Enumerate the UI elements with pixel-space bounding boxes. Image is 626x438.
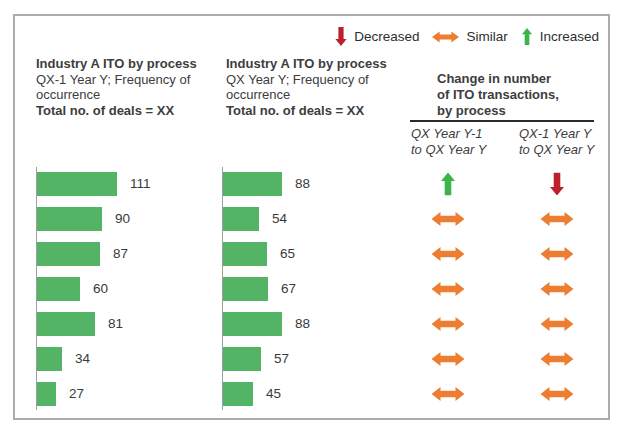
change-arrow-similar-icon	[541, 282, 574, 296]
change-arrow-similar-icon	[541, 212, 574, 226]
change-arrow-similar-icon	[432, 282, 465, 296]
change-arrow-similar-icon	[541, 317, 574, 331]
change-arrow-similar-icon	[432, 317, 465, 331]
change-arrow-similar-icon	[432, 212, 465, 226]
change-arrow-increased-icon	[441, 173, 455, 196]
change-arrow-similar-icon	[541, 352, 574, 366]
chart-frame: Decreased Similar Increased Industry A I…	[13, 14, 610, 420]
change-arrow-similar-icon	[432, 247, 465, 261]
change-arrow-similar-icon	[541, 247, 574, 261]
change-arrow-similar-icon	[541, 387, 574, 401]
report-canvas: Decreased Similar Increased Industry A I…	[0, 0, 626, 438]
change-arrow-similar-icon	[432, 352, 465, 366]
change-arrows-table	[15, 16, 608, 418]
change-arrow-decreased-icon	[550, 173, 564, 196]
change-arrow-similar-icon	[432, 387, 465, 401]
